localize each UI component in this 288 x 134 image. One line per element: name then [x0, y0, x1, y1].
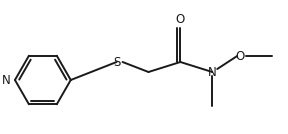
Text: O: O	[236, 49, 245, 62]
Text: N: N	[2, 74, 11, 87]
Text: S: S	[113, 55, 120, 68]
Text: O: O	[176, 13, 185, 26]
Text: N: N	[208, 66, 217, 79]
